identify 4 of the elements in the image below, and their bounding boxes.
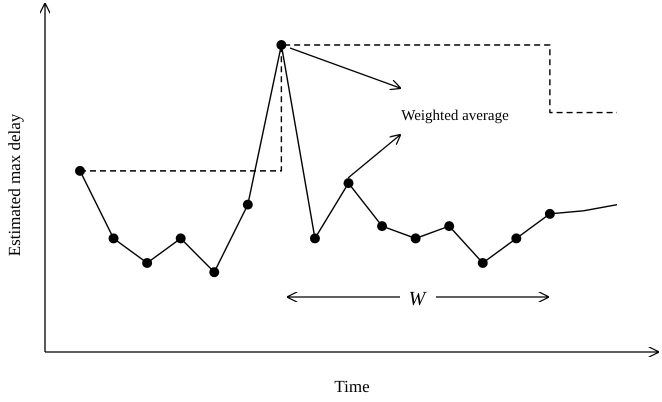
annotation: Weighted average: [401, 108, 510, 124]
annotation: W: [408, 288, 428, 310]
y-axis-title: Estimated max delay: [5, 113, 24, 256]
x-axis-title: Time: [334, 377, 370, 396]
